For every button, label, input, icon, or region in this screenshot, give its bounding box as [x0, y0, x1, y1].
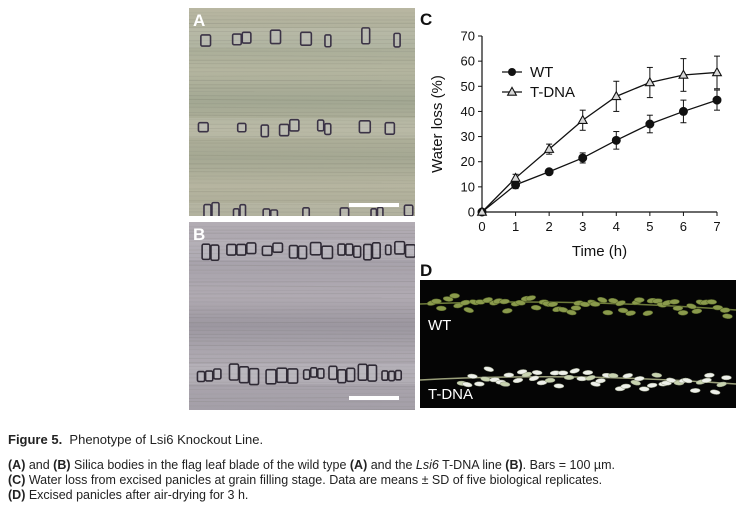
- y-tick-label: 60: [461, 54, 475, 69]
- data-point: [511, 180, 521, 190]
- micrograph-b-image: [189, 226, 415, 410]
- figure-label: Figure 5.: [8, 432, 63, 447]
- photo-label-wt: WT: [428, 317, 452, 334]
- x-tick-label: 0: [478, 219, 485, 234]
- cap-part: . Bars = 100 µm.: [522, 458, 615, 472]
- y-tick-label: 20: [461, 154, 475, 169]
- cap-part: (A): [8, 458, 26, 472]
- data-point: [711, 66, 723, 77]
- caption-line-ab: (A) and (B) Silica bodies in the flag le…: [8, 458, 748, 473]
- series-line: [481, 99, 718, 213]
- x-tick-label: 6: [680, 219, 687, 234]
- x-tick-label: 1: [512, 219, 519, 234]
- x-tick-label: 3: [579, 219, 586, 234]
- data-point: [577, 114, 589, 124]
- legend-label: WT: [530, 64, 553, 81]
- micrograph-a: A: [189, 8, 415, 216]
- data-point: [645, 119, 655, 129]
- cap-part: and: [25, 458, 54, 472]
- x-tick-label: 2: [546, 219, 553, 234]
- y-axis-title: Water loss (%): [429, 75, 446, 173]
- data-point: [578, 153, 588, 163]
- micrograph-a-image: [189, 12, 415, 216]
- cap-part: (C): [8, 473, 26, 487]
- panicle-photo-image: [420, 293, 736, 395]
- panel-d-letter: D: [420, 261, 433, 280]
- legend-marker: [508, 68, 516, 76]
- data-point: [610, 90, 622, 101]
- panel-c-letter: C: [420, 10, 433, 29]
- data-point: [678, 106, 688, 116]
- data-point: [611, 135, 621, 145]
- y-tick-label: 0: [468, 205, 475, 220]
- series-layer: [476, 55, 723, 217]
- cap-part: Lsi6: [415, 458, 439, 472]
- cap-part: and the: [367, 458, 416, 472]
- cap-part: Excised panicles after air-drying for 3 …: [25, 488, 249, 502]
- panicle-photo: WT T-DNA: [420, 280, 736, 408]
- data-point: [476, 206, 488, 216]
- legend: WT T-DNA: [502, 64, 575, 101]
- scale-bar-a: [349, 203, 399, 207]
- cap-part: Water loss from excised panicles at grai…: [25, 473, 603, 487]
- data-point: [510, 172, 521, 182]
- scale-bar-b: [349, 396, 399, 400]
- caption-line-d: (D) Excised panicles after air-drying fo…: [8, 488, 748, 503]
- figure-title: Phenotype of Lsi6 Knockout Line.: [69, 432, 264, 447]
- x-tick-label: 4: [613, 219, 620, 234]
- series-line: [481, 71, 718, 213]
- data-point: [644, 76, 656, 87]
- y-tick-label: 10: [461, 179, 475, 194]
- x-axis-title: Time (h): [572, 243, 627, 260]
- data-point: [712, 95, 722, 105]
- water-loss-chart: C 0 1 2 3 4 5 6 7 0 10 20 30 40 50 60 70 WT T-DNA Time (…: [418, 8, 728, 270]
- legend-label: T-DNA: [530, 84, 575, 101]
- panel-a-letter: A: [193, 11, 206, 30]
- micrograph-b: B: [189, 222, 415, 410]
- x-tick-label: 7: [713, 219, 720, 234]
- data-point: [543, 143, 555, 153]
- photo-label-tdna: T-DNA: [428, 386, 473, 403]
- data-point: [544, 167, 554, 177]
- cap-part: (D): [8, 488, 26, 502]
- cap-part: (B): [53, 458, 71, 472]
- figure-caption: Figure 5. Phenotype of Lsi6 Knockout Lin…: [8, 432, 748, 503]
- y-tick-label: 30: [461, 129, 475, 144]
- y-tick-label: 70: [461, 29, 475, 44]
- cap-part: (A): [349, 458, 368, 472]
- cap-part: T-DNA line: [438, 458, 506, 472]
- panel-b-letter: B: [193, 225, 206, 244]
- y-tick-label: 40: [461, 104, 475, 119]
- legend-marker: [506, 86, 518, 96]
- caption-line-c: (C) Water loss from excised panicles at …: [8, 473, 748, 488]
- cap-part: (B): [505, 458, 523, 472]
- data-point: [678, 69, 689, 79]
- cap-part: Silica bodies in the flag leaf blade of …: [70, 458, 350, 472]
- y-tick-label: 50: [461, 79, 475, 94]
- x-tick-label: 5: [646, 219, 653, 234]
- caption-title: Figure 5. Phenotype of Lsi6 Knockout Lin…: [8, 432, 748, 447]
